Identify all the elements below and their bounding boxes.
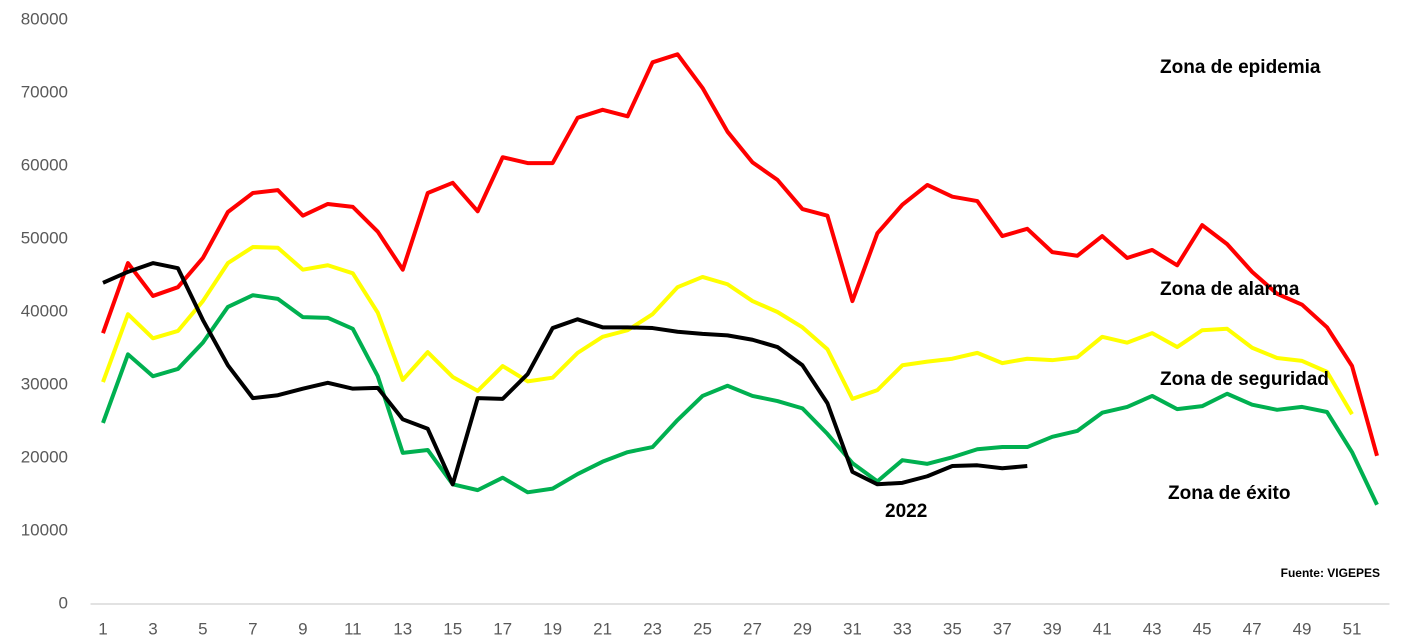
x-tick-label: 51 [1343, 619, 1362, 638]
x-tick-label: 3 [148, 619, 157, 638]
series-line [101, 293, 1379, 506]
y-tick-label: 0 [59, 593, 68, 612]
x-tick-label: 23 [643, 619, 662, 638]
series-line [101, 52, 1379, 457]
x-tick-label: 19 [543, 619, 562, 638]
y-tick-label: 20000 [21, 447, 68, 466]
x-tick-label: 49 [1293, 619, 1312, 638]
x-tick-label: 39 [1043, 619, 1062, 638]
y-tick-label: 10000 [21, 520, 68, 539]
x-tick-label: 27 [743, 619, 762, 638]
x-tick-label: 37 [993, 619, 1012, 638]
y-tick-label: 40000 [21, 301, 68, 320]
source-note: Fuente: VIGEPES [1281, 566, 1380, 580]
y-tick-label: 30000 [21, 374, 68, 393]
y-tick-label: 50000 [21, 228, 68, 247]
x-tick-label: 9 [298, 619, 307, 638]
x-tick-label: 11 [344, 619, 362, 638]
y-tick-label: 80000 [21, 9, 68, 28]
x-tick-label: 25 [693, 619, 712, 638]
series-line [102, 261, 1028, 487]
series-label: 2022 [885, 501, 927, 522]
x-tick-label: 13 [393, 619, 412, 638]
annotation: Zona de éxito [1168, 483, 1290, 504]
x-tick-label: 45 [1193, 619, 1212, 638]
x-tick-label: 35 [943, 619, 962, 638]
series-line [101, 245, 1354, 416]
x-tick-label: 5 [198, 619, 207, 638]
x-tick-label: 31 [843, 619, 862, 638]
x-tick-label: 15 [443, 619, 462, 638]
x-tick-label: 1 [98, 619, 107, 638]
x-tick-label: 29 [793, 619, 812, 638]
y-tick-label: 70000 [21, 82, 68, 101]
x-tick-label: 21 [593, 619, 612, 638]
series-label: Zona de epidemia [1160, 57, 1321, 78]
y-tick-label: 60000 [21, 155, 68, 174]
x-tick-label: 41 [1093, 619, 1112, 638]
x-tick-label: 47 [1243, 619, 1262, 638]
x-tick-label: 17 [493, 619, 512, 638]
x-tick-label: 43 [1143, 619, 1162, 638]
x-tick-label: 33 [893, 619, 912, 638]
x-tick-label: 7 [248, 619, 257, 638]
series-label: Zona de alarma [1160, 279, 1300, 300]
series-label: Zona de seguridad [1160, 369, 1329, 390]
